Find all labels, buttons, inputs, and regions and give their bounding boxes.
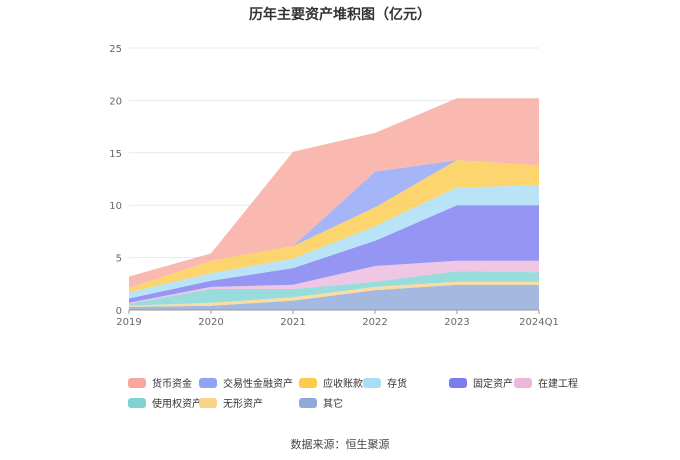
x-tick-label: 2019 — [116, 317, 141, 328]
legend-item[interactable]: 存货 — [363, 378, 407, 392]
chart-title: 历年主要资产堆积图（亿元） — [249, 7, 431, 23]
legend-item[interactable]: 交易性金融资产 — [199, 378, 293, 392]
legend-item[interactable]: 在建工程 — [514, 378, 578, 392]
source-note: 数据来源：恒生聚源 — [290, 438, 390, 451]
y-tick-label: 15 — [109, 149, 122, 160]
legend-label: 无形资产 — [223, 399, 263, 410]
area-series-7 — [129, 160, 539, 293]
x-tick-label: 2022 — [362, 317, 387, 328]
legend-swatch — [449, 378, 467, 388]
legend-item[interactable]: 使用权资产 — [128, 398, 202, 412]
legend-item[interactable]: 其它 — [299, 398, 343, 412]
x-tick-label: 2021 — [280, 317, 305, 328]
area-series-3 — [129, 271, 539, 306]
legend-label: 其它 — [323, 399, 343, 410]
y-tick-label: 5 — [116, 254, 122, 265]
legend-label: 在建工程 — [538, 379, 578, 390]
y-tick-label: 0 — [116, 306, 122, 317]
legend-swatch — [128, 398, 146, 408]
legend-swatch — [199, 398, 217, 408]
y-tick-label: 20 — [109, 96, 122, 107]
x-tick-label: 2024Q1 — [519, 317, 559, 328]
legend-swatch — [363, 378, 381, 388]
legend-swatch — [128, 378, 146, 388]
area-series — [129, 98, 539, 310]
area-series-9 — [129, 98, 539, 288]
legend-label: 存货 — [387, 379, 407, 390]
legend-label: 交易性金融资产 — [223, 379, 293, 390]
legend-item[interactable]: 应收账款 — [299, 378, 363, 392]
area-series-8 — [129, 160, 539, 288]
legend-swatch — [299, 378, 317, 388]
legend-item[interactable]: 固定资产 — [449, 378, 513, 392]
legend-swatch — [199, 378, 217, 388]
legend-swatch — [299, 398, 317, 408]
legend-item[interactable]: 货币资金 — [128, 378, 192, 392]
x-tick-label: 2020 — [198, 317, 223, 328]
legend-swatch — [514, 378, 532, 388]
area-series-6 — [129, 185, 539, 299]
legend-label: 使用权资产 — [152, 399, 202, 410]
area-series-4 — [129, 260, 539, 304]
y-tick-label: 25 — [109, 44, 122, 55]
area-series-2 — [129, 281, 539, 307]
legend-label: 应收账款 — [323, 379, 363, 390]
stacked-area-chart: 0 5 10 15 20 25 2019 2020 2021 2022 2023 2024Q1 — [109, 44, 559, 328]
x-tick-label: 2023 — [444, 317, 469, 328]
legend-label: 货币资金 — [152, 379, 192, 390]
legend-item[interactable]: 无形资产 — [199, 398, 263, 412]
y-tick-label: 10 — [109, 201, 122, 212]
axes: 0 5 10 15 20 25 2019 2020 2021 2022 2023 2024Q1 — [109, 44, 559, 328]
legend-label: 固定资产 — [473, 379, 513, 390]
area-series-1 — [129, 284, 539, 310]
area-series-5 — [129, 205, 539, 303]
